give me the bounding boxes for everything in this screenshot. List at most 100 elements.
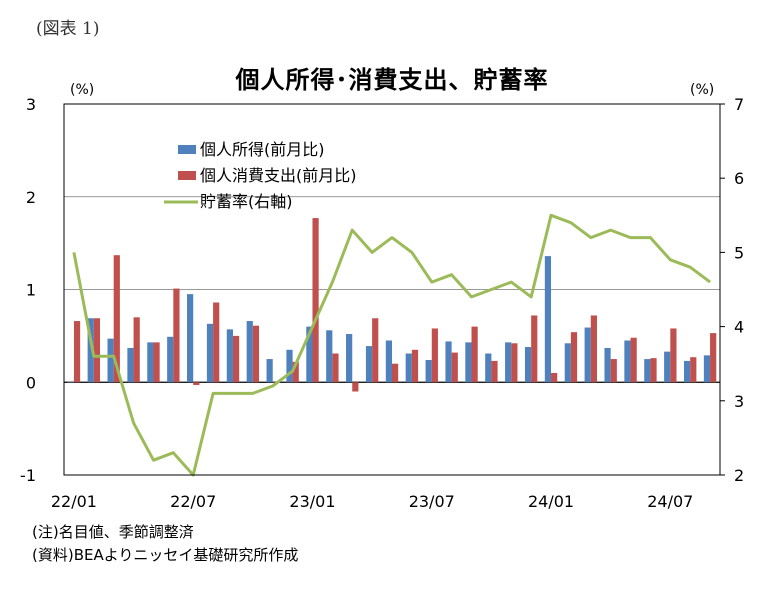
consumption-bar [153,342,160,383]
legend-consumption-label: 個人消費支出(前月比) [200,166,357,185]
y-left-tick-label: 2 [26,188,36,207]
y-left-tick-label: 1 [26,281,36,300]
x-tick-label: 24/01 [528,492,574,511]
income-bar [405,353,412,383]
plot-frame [63,103,721,476]
legend: 個人所得(前月比) 個人消費支出(前月比) 貯蓄率(右軸) [164,140,357,211]
grid-layer [64,103,720,476]
income-bar [87,318,94,383]
income-bar [326,330,333,383]
consumption-bar [471,326,478,383]
consumption-bar [531,315,538,383]
x-tick-label: 22/01 [51,492,97,511]
income-bar [107,338,114,383]
consumption-bar [252,325,260,383]
consumption-bar [113,255,120,383]
consumption-bar [650,358,657,383]
legend-savings-label: 貯蓄率(右軸) [200,192,293,211]
consumption-bar [392,363,399,383]
consumption-bar [73,321,81,383]
y-left-tick-label: -1 [20,466,36,485]
figure-label: (図表 1) [36,19,100,39]
consumption-bar [372,318,379,383]
consumption-bar [491,360,498,383]
consumption-bar [312,218,319,383]
consumption-bar [332,353,339,383]
consumption-bar [173,288,180,383]
income-bar [67,382,74,383]
consumption-bar [193,382,200,386]
income-bar [703,355,711,383]
consumption-bar [133,317,140,383]
income-bar [465,342,472,383]
consumption-bar [570,332,578,383]
income-bar [346,334,353,383]
x-tick-label: 23/07 [409,492,455,511]
income-bar [385,340,392,383]
consumption-bar [232,335,240,383]
x-tick-label: 24/07 [647,492,693,511]
income-bar [127,347,134,383]
income-bar [644,359,651,383]
consumption-bar [411,349,419,383]
y-right-tick-label: 2 [734,466,744,485]
y-right-tick-label: 4 [734,318,744,337]
x-tick-label: 22/07 [170,492,216,511]
consumption-bar [352,382,359,392]
income-bar [445,341,452,383]
y-right-tick-label: 3 [734,392,744,411]
income-bar [147,342,154,383]
consumption-bar [610,359,617,383]
y-right-tick-label: 7 [734,95,744,114]
income-bar [604,347,611,383]
legend-consumption-swatch [178,171,196,180]
income-bar [246,321,253,383]
consumption-bar [551,372,558,383]
note-line: (注)名目値、季節調整済 [32,523,194,541]
consumption-bar [630,337,637,383]
income-bar [306,326,313,383]
income-bar [544,256,552,383]
legend-income-label: 個人所得(前月比) [200,140,325,159]
y-left-tick-label: 3 [26,95,36,114]
y-right-tick-label: 6 [734,169,744,188]
income-bar [226,329,233,383]
income-bar [624,340,631,383]
x-tick-label: 23/01 [289,492,335,511]
income-bar [167,336,174,383]
consumption-bar [710,333,717,383]
income-bar [505,342,512,383]
bar-layer [67,218,717,392]
income-bar [584,327,591,383]
income-bar [664,351,671,383]
consumption-bar [511,343,518,383]
chart-title: 個人所得･消費支出、貯蓄率 [235,66,549,94]
income-bar [524,347,532,383]
y-left-tick-label: 0 [26,373,36,392]
y-right-tick-label: 5 [734,243,744,262]
income-bar [485,353,492,383]
legend-income-swatch [178,145,196,154]
income-bar [206,323,214,383]
consumption-bar [213,302,220,383]
consumption-bar [451,352,458,383]
income-bar [564,343,571,383]
savings-line-layer [72,213,711,477]
income-bar [365,346,373,383]
consumption-bar [93,318,101,383]
income-bar [683,360,691,383]
source-line: (資料)BEAよりニッセイ基礎研究所作成 [32,546,299,564]
income-bar [425,359,432,383]
income-bar [286,349,293,383]
consumption-bar [690,357,697,383]
savings-rate-line [72,213,711,477]
axis-layer: -1 0 1 2 3 2 3 4 5 6 7 22/01 22/07 23/01 23/07 24/01 24/… [20,95,744,511]
consumption-bar [590,315,597,383]
consumption-bar [431,328,438,383]
income-bar [266,359,273,383]
consumption-bar [670,328,677,383]
consumption-bar [292,361,299,383]
left-axis-unit: (%) [70,82,95,98]
income-bar [187,294,194,383]
